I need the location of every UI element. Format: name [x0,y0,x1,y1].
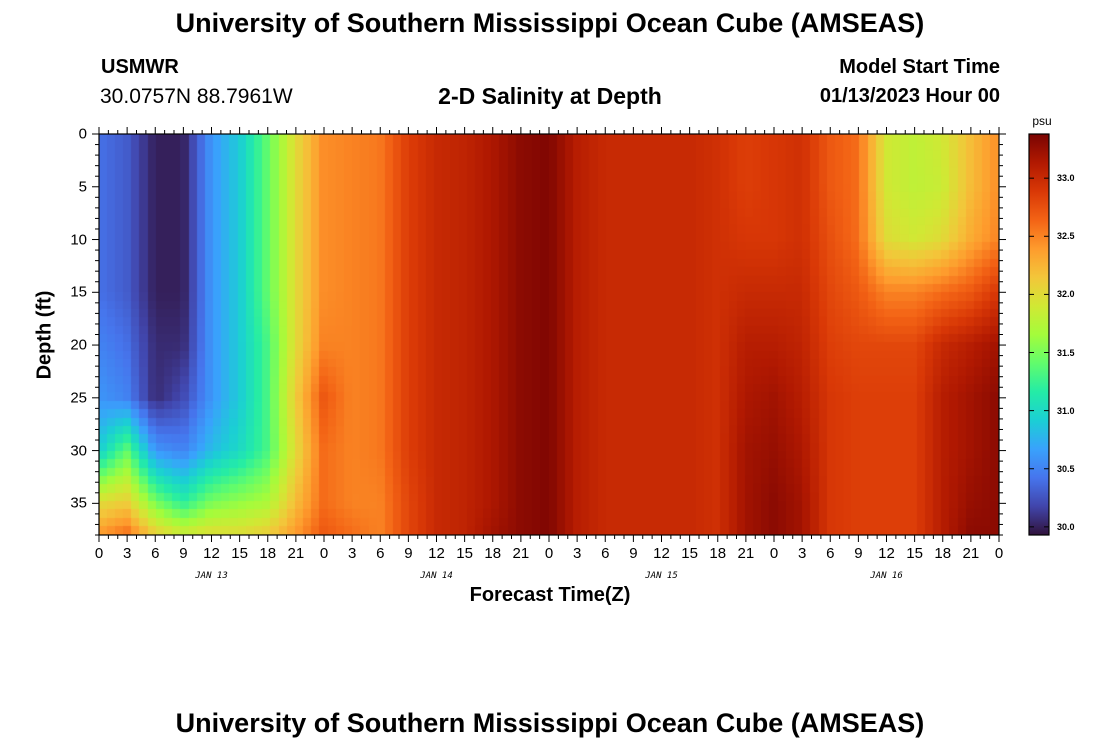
x-tick-label: 0 [94,545,104,562]
x-tick-label: 6 [376,545,385,562]
footer-title: University of Southern Mississippi Ocean… [175,708,925,738]
x-tick-label: 18 [934,545,952,562]
x-tick-label: 15 [681,545,698,562]
x-tick-label: 0 [544,545,554,562]
plot-frame [98,133,1000,536]
x-tick-label: 6 [151,545,160,562]
colorbar-tick-label: 31.5 [1057,347,1075,358]
y-tick-label: 10 [70,231,87,249]
x-tick-label: 9 [629,545,638,562]
x-axis-label: Forecast Time(Z) [469,584,631,606]
y-tick-label: 0 [78,125,87,143]
colorbar-tick-label: 32.5 [1057,231,1075,242]
y-tick-label: 30 [70,442,87,460]
x-tick-label: 12 [203,545,220,562]
colorbar-tick-label: 32.0 [1057,289,1075,300]
salinity-heatmap [99,134,999,535]
x-tick-label: 21 [962,545,980,562]
x-tick-label: 9 [854,545,863,562]
x-tick-label: 3 [122,545,132,562]
x-tick-label: 0 [319,545,329,562]
x-tick-label: 18 [484,545,502,562]
x-tick-label: 21 [287,545,305,562]
day-label: JAN 15 [645,571,678,581]
x-tick-label: 9 [404,545,413,562]
colorbar-tick-label: 33.0 [1057,173,1075,184]
x-tick-label: 15 [456,545,473,562]
colorbar-tick-label: 31.0 [1057,405,1075,416]
x-tick-label: 12 [428,545,445,562]
x-tick-label: 0 [994,545,1004,562]
x-tick-label: 12 [878,545,895,562]
day-label: JAN 16 [870,571,903,581]
x-tick-label: 21 [512,545,530,562]
x-tick-label: 3 [347,545,357,562]
x-tick-label: 9 [179,545,188,562]
y-axis-label: Depth (ft) [33,290,56,380]
x-tick-label: 3 [797,545,807,562]
station-id: USMWR [101,56,179,78]
x-tick-label: 15 [906,545,923,562]
x-tick-label: 6 [826,545,835,562]
y-tick-label: 5 [78,178,87,196]
y-tick-label: 20 [70,336,87,354]
chart-title: University of Southern Mississippi Ocean… [175,8,925,38]
day-label: JAN 13 [195,571,228,581]
y-tick-label: 15 [70,283,87,301]
model-start-label: Model Start Time [839,56,1000,78]
x-tick-label: 0 [769,545,779,562]
x-tick-label: 3 [572,545,582,562]
y-tick-label: 35 [70,494,87,512]
x-tick-label: 15 [231,545,248,562]
colorbar [1028,133,1050,536]
colorbar-tick-label: 30.0 [1057,521,1075,532]
x-tick-label: 21 [737,545,755,562]
station-coordinates: 30.0757N 88.7961W [100,85,293,108]
model-start-value: 01/13/2023 Hour 00 [819,85,1000,107]
x-tick-label: 6 [601,545,610,562]
x-tick-label: 18 [259,545,277,562]
y-tick-label: 25 [70,389,87,407]
day-label: JAN 14 [420,571,453,581]
chart-subtitle: 2-D Salinity at Depth [438,83,662,109]
x-tick-label: 18 [709,545,727,562]
colorbar-tick-label: 30.5 [1057,463,1075,474]
colorbar-unit-label: psu [1032,114,1052,128]
x-tick-label: 12 [653,545,670,562]
